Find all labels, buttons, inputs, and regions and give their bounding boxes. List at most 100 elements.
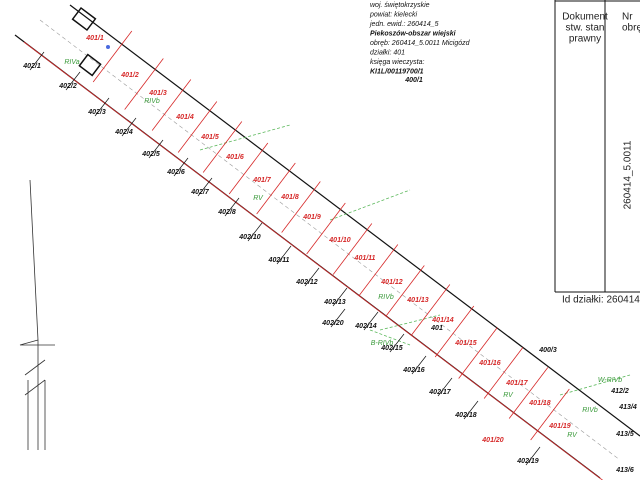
parcel-label: 401/12 [380,279,403,286]
neighbor-boundary [525,446,541,466]
neighbor-boundary [411,355,427,375]
neighbor-label: 402/20 [321,320,344,327]
neighbor-label: 402/2 [58,83,77,90]
division-line [92,30,133,83]
table-header: Nr [622,12,633,23]
neighbor-label: 402/1 [22,63,41,70]
neighbor-label: 402/6 [166,169,185,176]
neighbor-label: 402/19 [516,458,539,465]
neighbor-boundary [330,308,346,328]
neighbor-label: 413/4 [618,404,637,411]
info-line: jedn. ewid.: 260414_5 [369,21,439,28]
neighbor-label: 402/17 [428,389,452,396]
division-line [332,223,373,275]
neighbor-label: 402/12 [295,279,318,286]
division-line [124,58,164,110]
parcel-label: 401/17 [505,380,529,387]
neighbor-label: 402/10 [238,234,261,241]
land-class-boundary [199,124,631,396]
neighbor-boundary [65,71,81,91]
parcel-label: 401/8 [280,194,299,201]
neighbor-boundary [121,117,137,137]
parcel-label: 401/3 [148,90,167,97]
parcel-label: 401/14 [431,317,454,324]
parcel-label: 401/19 [548,423,571,430]
division-line [228,142,269,195]
neighbor-boundary [94,97,110,117]
parcel-label: 401/10 [328,237,351,244]
parcel-label: 401/15 [454,340,477,347]
neighbor-label: 402/14 [354,323,377,330]
division-line [306,202,346,255]
parcel-label: 401/5 [200,134,219,141]
division-line [151,79,192,131]
info-line: woj. świętokrzyskie [370,2,430,9]
parcel-label: 401/1 [85,35,104,42]
info-line: obręb: 260414_5.0011 Micigózd [370,40,471,47]
neighbor-label: 402/13 [323,299,346,306]
parcel-label: 401/18 [528,400,551,407]
sketch-line [19,179,55,450]
table-header: Dokument [562,12,608,23]
neighbor-boundary [304,267,320,287]
division-line [434,305,475,358]
neighbor-label: 402/7 [190,189,210,196]
land-class: RIVa [64,59,79,66]
land-class: RIVb [378,294,394,301]
parcel-label: 401/13 [406,297,429,304]
division-line [458,327,498,379]
info-line: KI1L/00119700/1 [370,68,424,75]
land-class: W-RIVb [598,377,622,384]
neighbor-boundary [197,177,213,197]
info-line: księga wieczysta: [370,59,425,66]
table-header: prawny [569,34,601,45]
neighbor-label: 413/6 [615,467,634,474]
building [78,53,102,77]
parcel-label: 401/2 [120,72,139,79]
table-footer: Id działki: 260414 [562,295,640,306]
info-line: Piekoszów-obszar wiejski [370,30,457,37]
land-class: RIVb [582,407,598,414]
land-class: RV [567,432,578,439]
division-line [358,244,399,296]
neighbor-label: 402/16 [402,367,425,374]
neighbor-label: 402/18 [454,412,477,419]
division-line [483,347,524,399]
neighbor-label: 402/15 [380,345,403,352]
neighbor-boundary [363,311,379,331]
neighbor-boundary [463,400,479,420]
division-line [23,41,604,480]
land-class: RV [503,392,514,399]
table-header: stw. stan [566,23,605,34]
obreb-number: 260414_5.0011 [623,140,634,209]
neighbor-boundary [29,51,45,71]
neighbor-label: 402/3 [87,109,106,116]
neighbor-label: 402/8 [217,209,236,216]
neighbor-label: 413/5 [615,431,634,438]
land-class: B-RIVb [371,340,394,347]
building [71,6,97,32]
division-line [177,101,218,153]
point [106,45,110,49]
neighbor-boundary [224,197,240,217]
division-line [508,367,549,419]
neighbor-boundary [247,222,263,242]
division-line [202,121,243,173]
neighbor-label: 412/2 [610,388,629,395]
neighbor-label: 400/1 [404,77,423,84]
parcel-label: 401/9 [302,214,321,221]
parcel-label: 401/20 [481,437,504,444]
parcel-label: 401 [430,325,443,332]
division-line [410,284,451,336]
neighbor-boundary [389,333,405,353]
division-line [385,265,425,317]
parcel-label: 401/4 [175,114,194,121]
neighbor-boundary [173,157,189,177]
neighbor-boundary [437,377,453,397]
parcel-label: 401/16 [478,360,501,367]
land-class: RIVb [144,98,160,105]
land-class: RV [253,195,264,202]
division-line [256,162,296,215]
neighbor-label: 402/5 [141,151,160,158]
